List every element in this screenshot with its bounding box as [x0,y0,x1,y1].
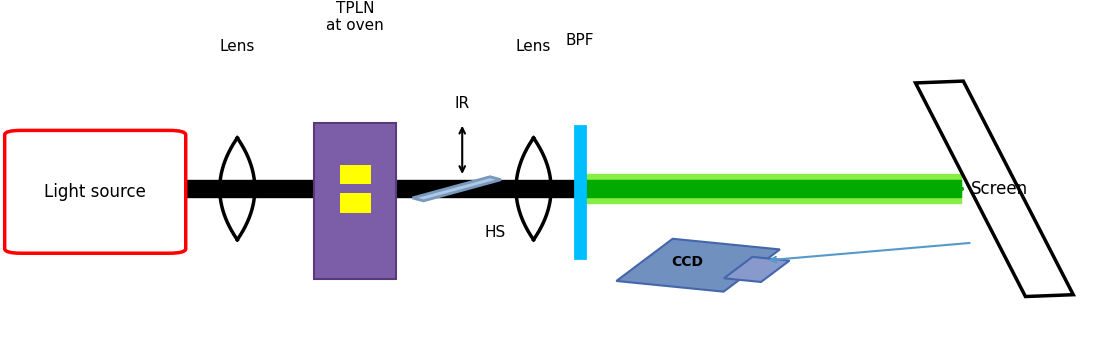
Text: Lens: Lens [516,39,551,54]
Bar [340,193,371,213]
Polygon shape [915,81,1074,296]
Text: TPLN
at oven: TPLN at oven [327,1,384,33]
Bar [340,165,371,184]
Text: BPF: BPF [565,33,594,48]
Polygon shape [412,177,500,201]
Bar [315,123,396,279]
Text: Lens: Lens [220,39,255,54]
FancyBboxPatch shape [4,131,186,253]
Polygon shape [616,239,780,292]
Bar [574,126,584,258]
Polygon shape [724,257,790,282]
Text: IR: IR [454,96,470,111]
Text: Screen: Screen [971,180,1028,198]
Text: HS: HS [484,225,505,240]
Text: CCD: CCD [671,255,703,269]
Text: Light source: Light source [44,183,146,201]
